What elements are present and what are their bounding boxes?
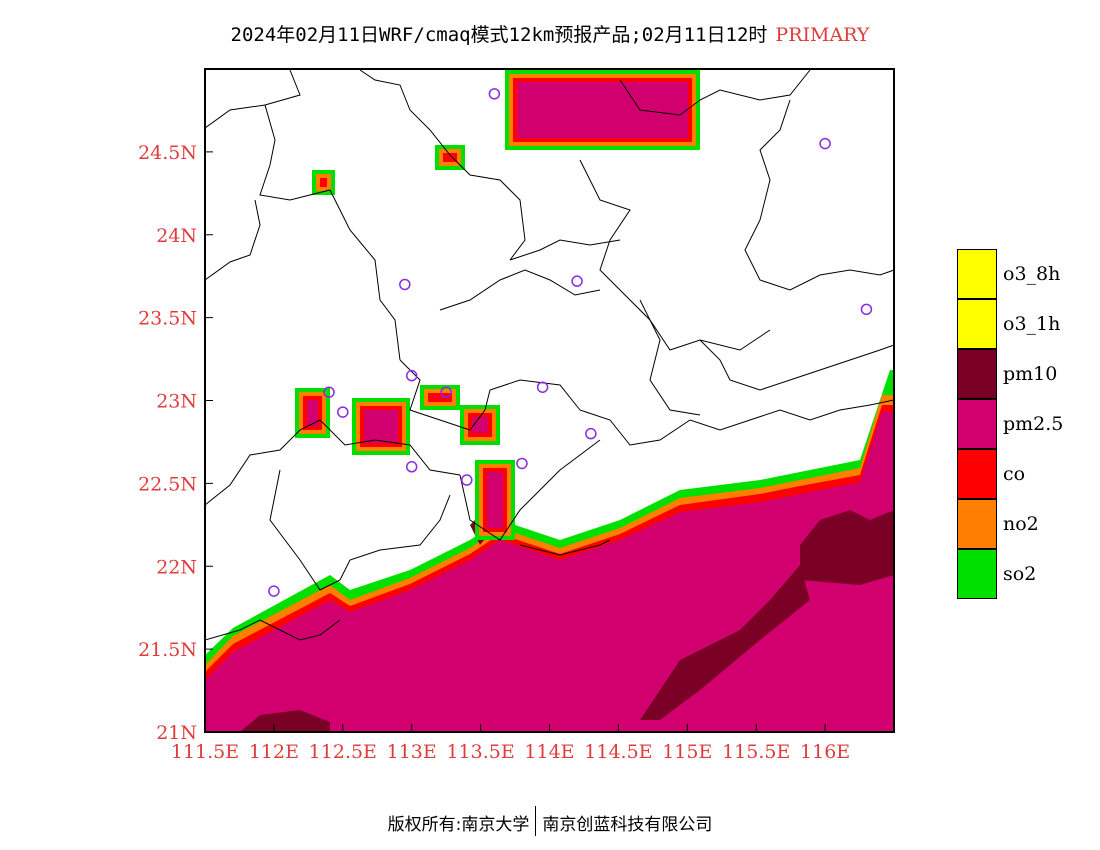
boundary-line-10 — [579, 399, 894, 446]
boundary-line-2 — [205, 199, 261, 281]
legend-item: so2 — [957, 549, 1036, 599]
legend-swatch — [957, 349, 997, 399]
x-tick-label: 114E — [524, 741, 574, 763]
station-marker — [399, 278, 411, 291]
patch-7-pm25 — [517, 82, 688, 138]
patch-0-co — [320, 178, 327, 187]
boundary-line-11 — [205, 419, 461, 506]
station-marker — [571, 275, 583, 287]
station-marker — [268, 585, 280, 597]
legend-label: o3_8h — [1003, 263, 1061, 285]
boundary-line-12 — [269, 469, 451, 591]
boundary-line-6 — [579, 159, 771, 351]
admin-boundaries — [205, 69, 894, 641]
y-tick-label: 23N — [156, 391, 197, 413]
legend-label: pm2.5 — [1003, 413, 1064, 435]
field-pm10-4 — [800, 510, 894, 585]
legend-swatch — [957, 249, 997, 299]
y-tick-label: 23.5N — [138, 308, 197, 330]
legend-label: co — [1003, 463, 1026, 485]
legend-item: no2 — [957, 499, 1039, 549]
y-tick-label: 22.5N — [138, 473, 197, 495]
y-tick-label: 21N — [156, 722, 197, 744]
legend-item: o3_8h — [957, 249, 1060, 299]
copyright-footer: 版权所有:南京大学 南京创蓝科技有限公司 — [0, 806, 1100, 840]
legend-label: no2 — [1003, 513, 1039, 535]
boundary-line-17 — [699, 339, 894, 391]
map-title: 2024年02月11日WRF/cmaq模式12km预报产品;02月11日12时 P… — [0, 20, 1100, 47]
station-marker — [440, 386, 452, 398]
boundary-line-14 — [639, 299, 701, 416]
legend-swatch — [957, 449, 997, 499]
field-pm10-6 — [240, 710, 330, 732]
boundary-line-5 — [744, 99, 894, 291]
legend: o3_8h o3_1h pm10 pm2.5 co no2 so2 — [957, 249, 1063, 599]
legend-swatch — [957, 299, 997, 349]
patch-1-pm25 — [307, 400, 318, 426]
legend-swatch — [957, 499, 997, 549]
station-marker — [405, 461, 418, 473]
station-marker — [585, 427, 597, 440]
x-tick-label: 115.5E — [722, 741, 790, 763]
y-tick-label: 24.5N — [138, 142, 197, 164]
patch-4-pm25 — [472, 417, 488, 433]
boundary-line-13 — [459, 439, 601, 541]
y-axis: 21N 21.5N 22N 22.5N 23N 23.5N 24N 24.5N — [138, 142, 213, 744]
station-marker — [536, 381, 549, 393]
x-tick-label: 113.5E — [446, 741, 514, 763]
station-marker — [516, 457, 528, 470]
x-tick-label: 113E — [387, 741, 437, 763]
station-markers — [268, 88, 873, 597]
x-tick-label: 112E — [249, 741, 299, 763]
boundary-line-15 — [205, 619, 341, 641]
copyright-left: 版权所有:南京大学 — [387, 815, 530, 835]
boundary-line-3 — [359, 69, 526, 261]
x-tick-label: 114.5E — [584, 741, 652, 763]
boundary-line-16 — [519, 539, 611, 556]
legend-label: pm10 — [1003, 363, 1058, 385]
boundary-line-7 — [509, 239, 621, 261]
station-marker — [819, 137, 831, 150]
map-title-text: 2024年02月11日WRF/cmaq模式12km预报产品;02月11日12时 — [230, 24, 768, 46]
legend-label: so2 — [1003, 563, 1037, 585]
footer-divider — [535, 806, 537, 836]
boundary-line-1 — [259, 104, 401, 361]
x-tick-label: 112.5E — [309, 741, 377, 763]
x-tick-label: 115E — [662, 741, 712, 763]
y-tick-label: 24N — [156, 225, 197, 247]
primary-tag: PRIMARY — [775, 24, 870, 46]
station-marker — [405, 369, 418, 382]
pollution-fields — [205, 70, 894, 732]
station-marker — [337, 406, 349, 418]
y-tick-label: 21.5N — [138, 639, 197, 661]
patch-5-pm25 — [447, 157, 453, 158]
y-tick-label: 22N — [156, 556, 197, 578]
field-pm10-5 — [640, 565, 810, 720]
legend-item: pm10 — [957, 349, 1057, 399]
station-marker — [461, 474, 473, 486]
copyright-right: 南京创蓝科技有限公司 — [542, 815, 713, 835]
legend-item: co — [957, 449, 1025, 499]
station-marker — [488, 88, 501, 100]
x-tick-label: 116E — [800, 741, 850, 763]
legend-item: o3_1h — [957, 299, 1060, 349]
boundary-line-4 — [619, 69, 811, 116]
station-marker — [323, 386, 335, 398]
patch-3-pm25 — [432, 397, 448, 398]
patch-6-pm25 — [487, 472, 503, 528]
patch-2-pm25 — [364, 410, 398, 443]
legend-label: o3_1h — [1003, 313, 1061, 335]
legend-item: pm2.5 — [957, 399, 1063, 449]
legend-swatch — [957, 399, 997, 449]
x-axis: 111.5E 112E 112.5E 113E 113.5E 114E 114.5E 115E… — [171, 724, 850, 763]
boundary-line-8 — [439, 269, 601, 311]
station-marker — [860, 303, 873, 316]
legend-swatch — [957, 549, 997, 599]
x-tick-label: 111.5E — [171, 741, 239, 763]
